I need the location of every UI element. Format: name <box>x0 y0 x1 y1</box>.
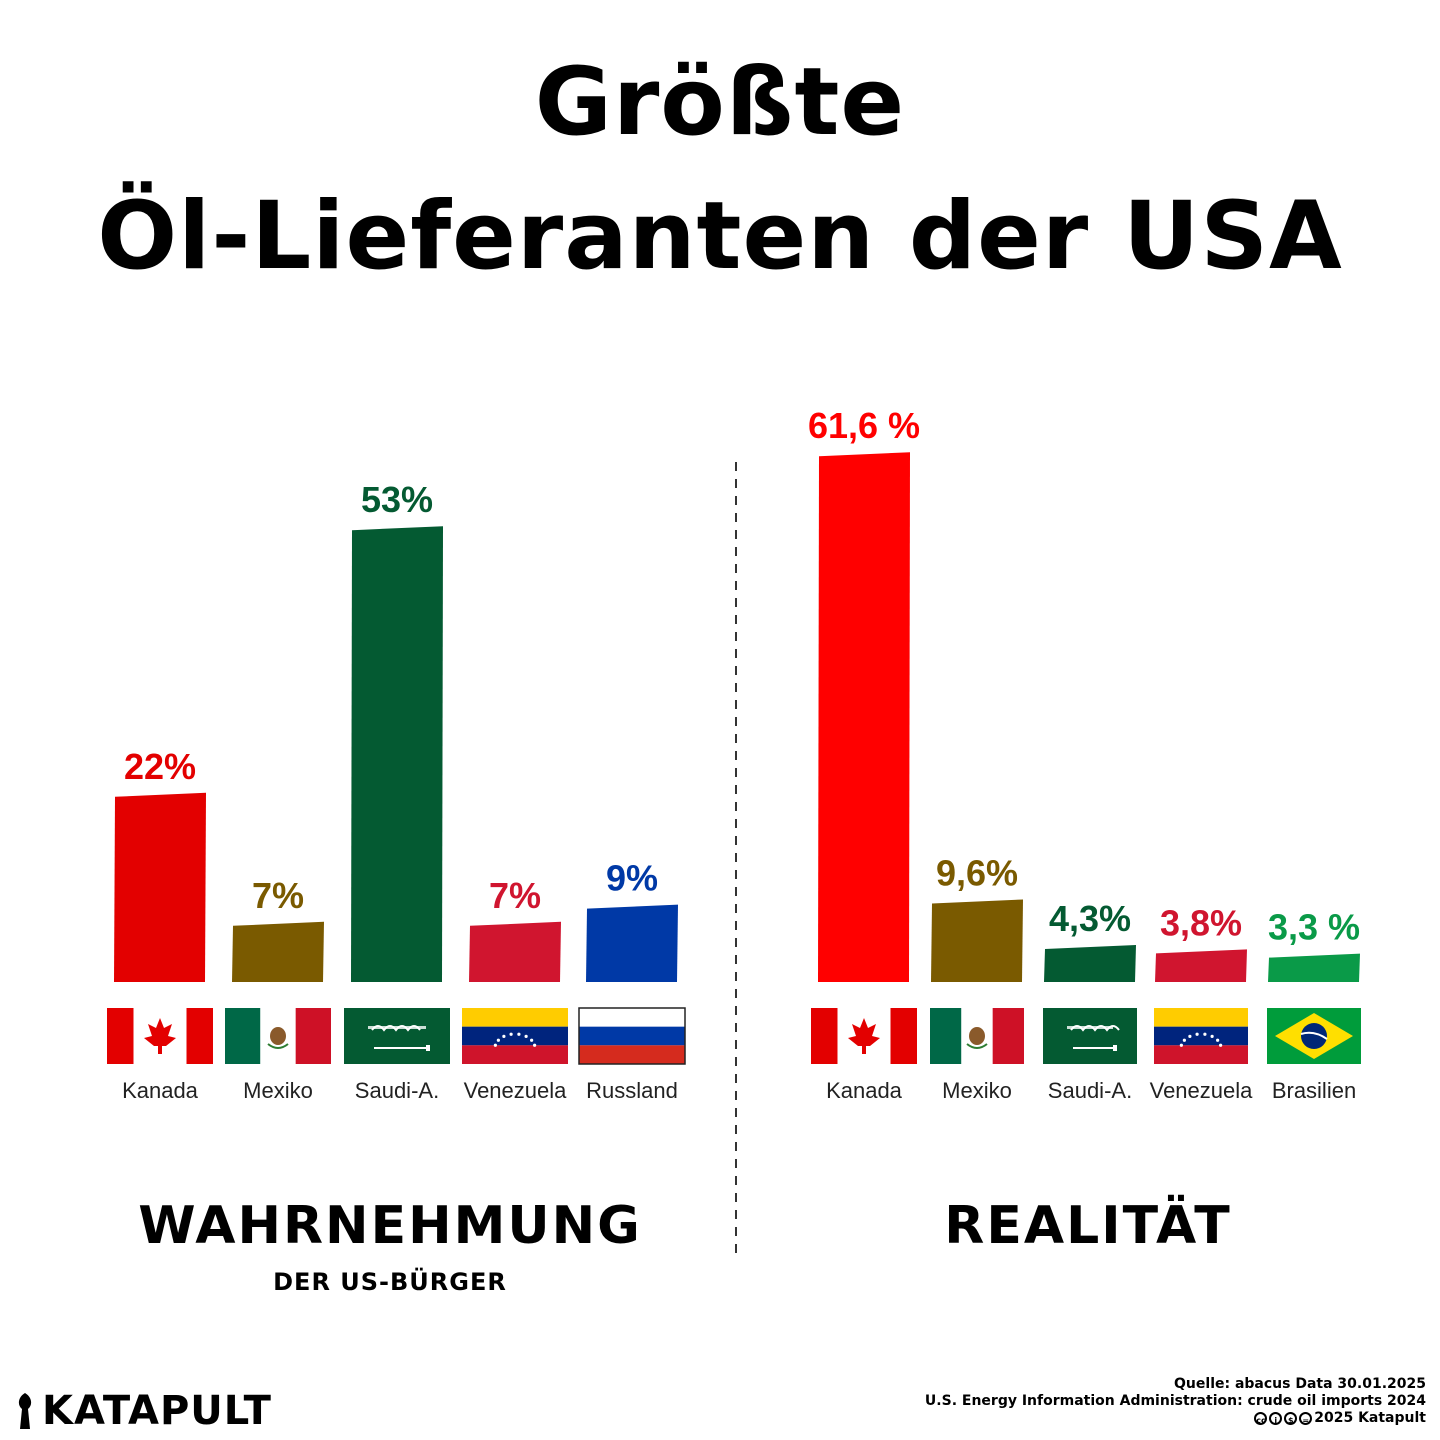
value-label: 7% <box>489 875 541 916</box>
category-label: Saudi-A. <box>355 1078 439 1103</box>
category-label: Kanada <box>122 1078 199 1103</box>
mexico-flag-icon <box>930 1008 1024 1064</box>
saudi-arabia-flag-icon <box>344 1008 450 1064</box>
page-title-line-2: Öl-Lieferanten der USA <box>97 182 1343 291</box>
source-note: Quelle: abacus Data 30.01.2025 U.S. Ener… <box>925 1376 1426 1428</box>
russia-flag-icon <box>578 1007 686 1065</box>
nc-icon: $ <box>1284 1412 1298 1425</box>
bar-russland-perception <box>586 904 678 982</box>
nd-icon: = <box>1299 1412 1313 1425</box>
venezuela-flag-icon <box>462 1008 568 1064</box>
bar-kanada-perception <box>114 792 206 982</box>
category-label: Mexiko <box>942 1078 1012 1103</box>
canada-flag-icon <box>811 1008 917 1064</box>
bar-brasilien-reality <box>1268 953 1360 982</box>
value-label: 61,6 % <box>808 405 920 446</box>
bar-mexiko-perception <box>232 921 324 982</box>
category-label: Brasilien <box>1272 1078 1356 1103</box>
page-title-line-1: Größte <box>534 48 906 157</box>
value-label: 9% <box>606 858 658 899</box>
category-label: Mexiko <box>243 1078 313 1103</box>
bar-mexiko-reality <box>931 899 1023 982</box>
category-label: Venezuela <box>464 1078 568 1103</box>
perception-section-title: WAHRNEHMUNG <box>138 1196 642 1256</box>
bar-saudia-reality <box>1044 945 1136 982</box>
category-label: Venezuela <box>1150 1078 1254 1103</box>
value-label: 3,8% <box>1160 902 1242 943</box>
bar-venezuela-reality <box>1155 949 1247 982</box>
value-label: 53% <box>361 479 433 520</box>
value-label: 3,3 % <box>1268 907 1360 948</box>
copyright-text: 2025 Katapult <box>1314 1410 1426 1426</box>
venezuela-flag-icon <box>1154 1008 1248 1064</box>
katapult-logo: KATAPULT <box>14 1386 272 1436</box>
source-line-1: Quelle: abacus Data 30.01.2025 <box>1174 1376 1426 1392</box>
cc-icon: cc <box>1254 1412 1268 1425</box>
perception-section-subtitle: DER US-BÜRGER <box>273 1268 507 1296</box>
bar-kanada-reality <box>818 452 910 982</box>
logo-text: KATAPULT <box>42 1388 272 1434</box>
mexico-flag-icon <box>225 1008 331 1064</box>
value-label: 9,6% <box>936 852 1018 893</box>
source-line-2: U.S. Energy Information Administration: … <box>924 1393 1426 1409</box>
catapult-icon <box>18 1393 32 1429</box>
category-label: Russland <box>586 1078 678 1103</box>
value-label: 7% <box>252 875 304 916</box>
by-icon: i <box>1269 1412 1283 1425</box>
saudi-arabia-flag-icon <box>1043 1008 1137 1064</box>
category-label: Kanada <box>826 1078 903 1103</box>
value-label: 4,3% <box>1049 898 1131 939</box>
bar-saudia-perception <box>351 526 443 982</box>
category-label: Saudi-A. <box>1048 1078 1132 1103</box>
license-line: cc i $ = 2025 Katapult <box>1254 1410 1426 1427</box>
bar-venezuela-perception <box>469 921 561 982</box>
reality-section-title: REALITÄT <box>944 1196 1232 1256</box>
canada-flag-icon <box>107 1008 213 1064</box>
value-label: 22% <box>124 746 196 787</box>
brazil-flag-icon <box>1267 1008 1361 1064</box>
